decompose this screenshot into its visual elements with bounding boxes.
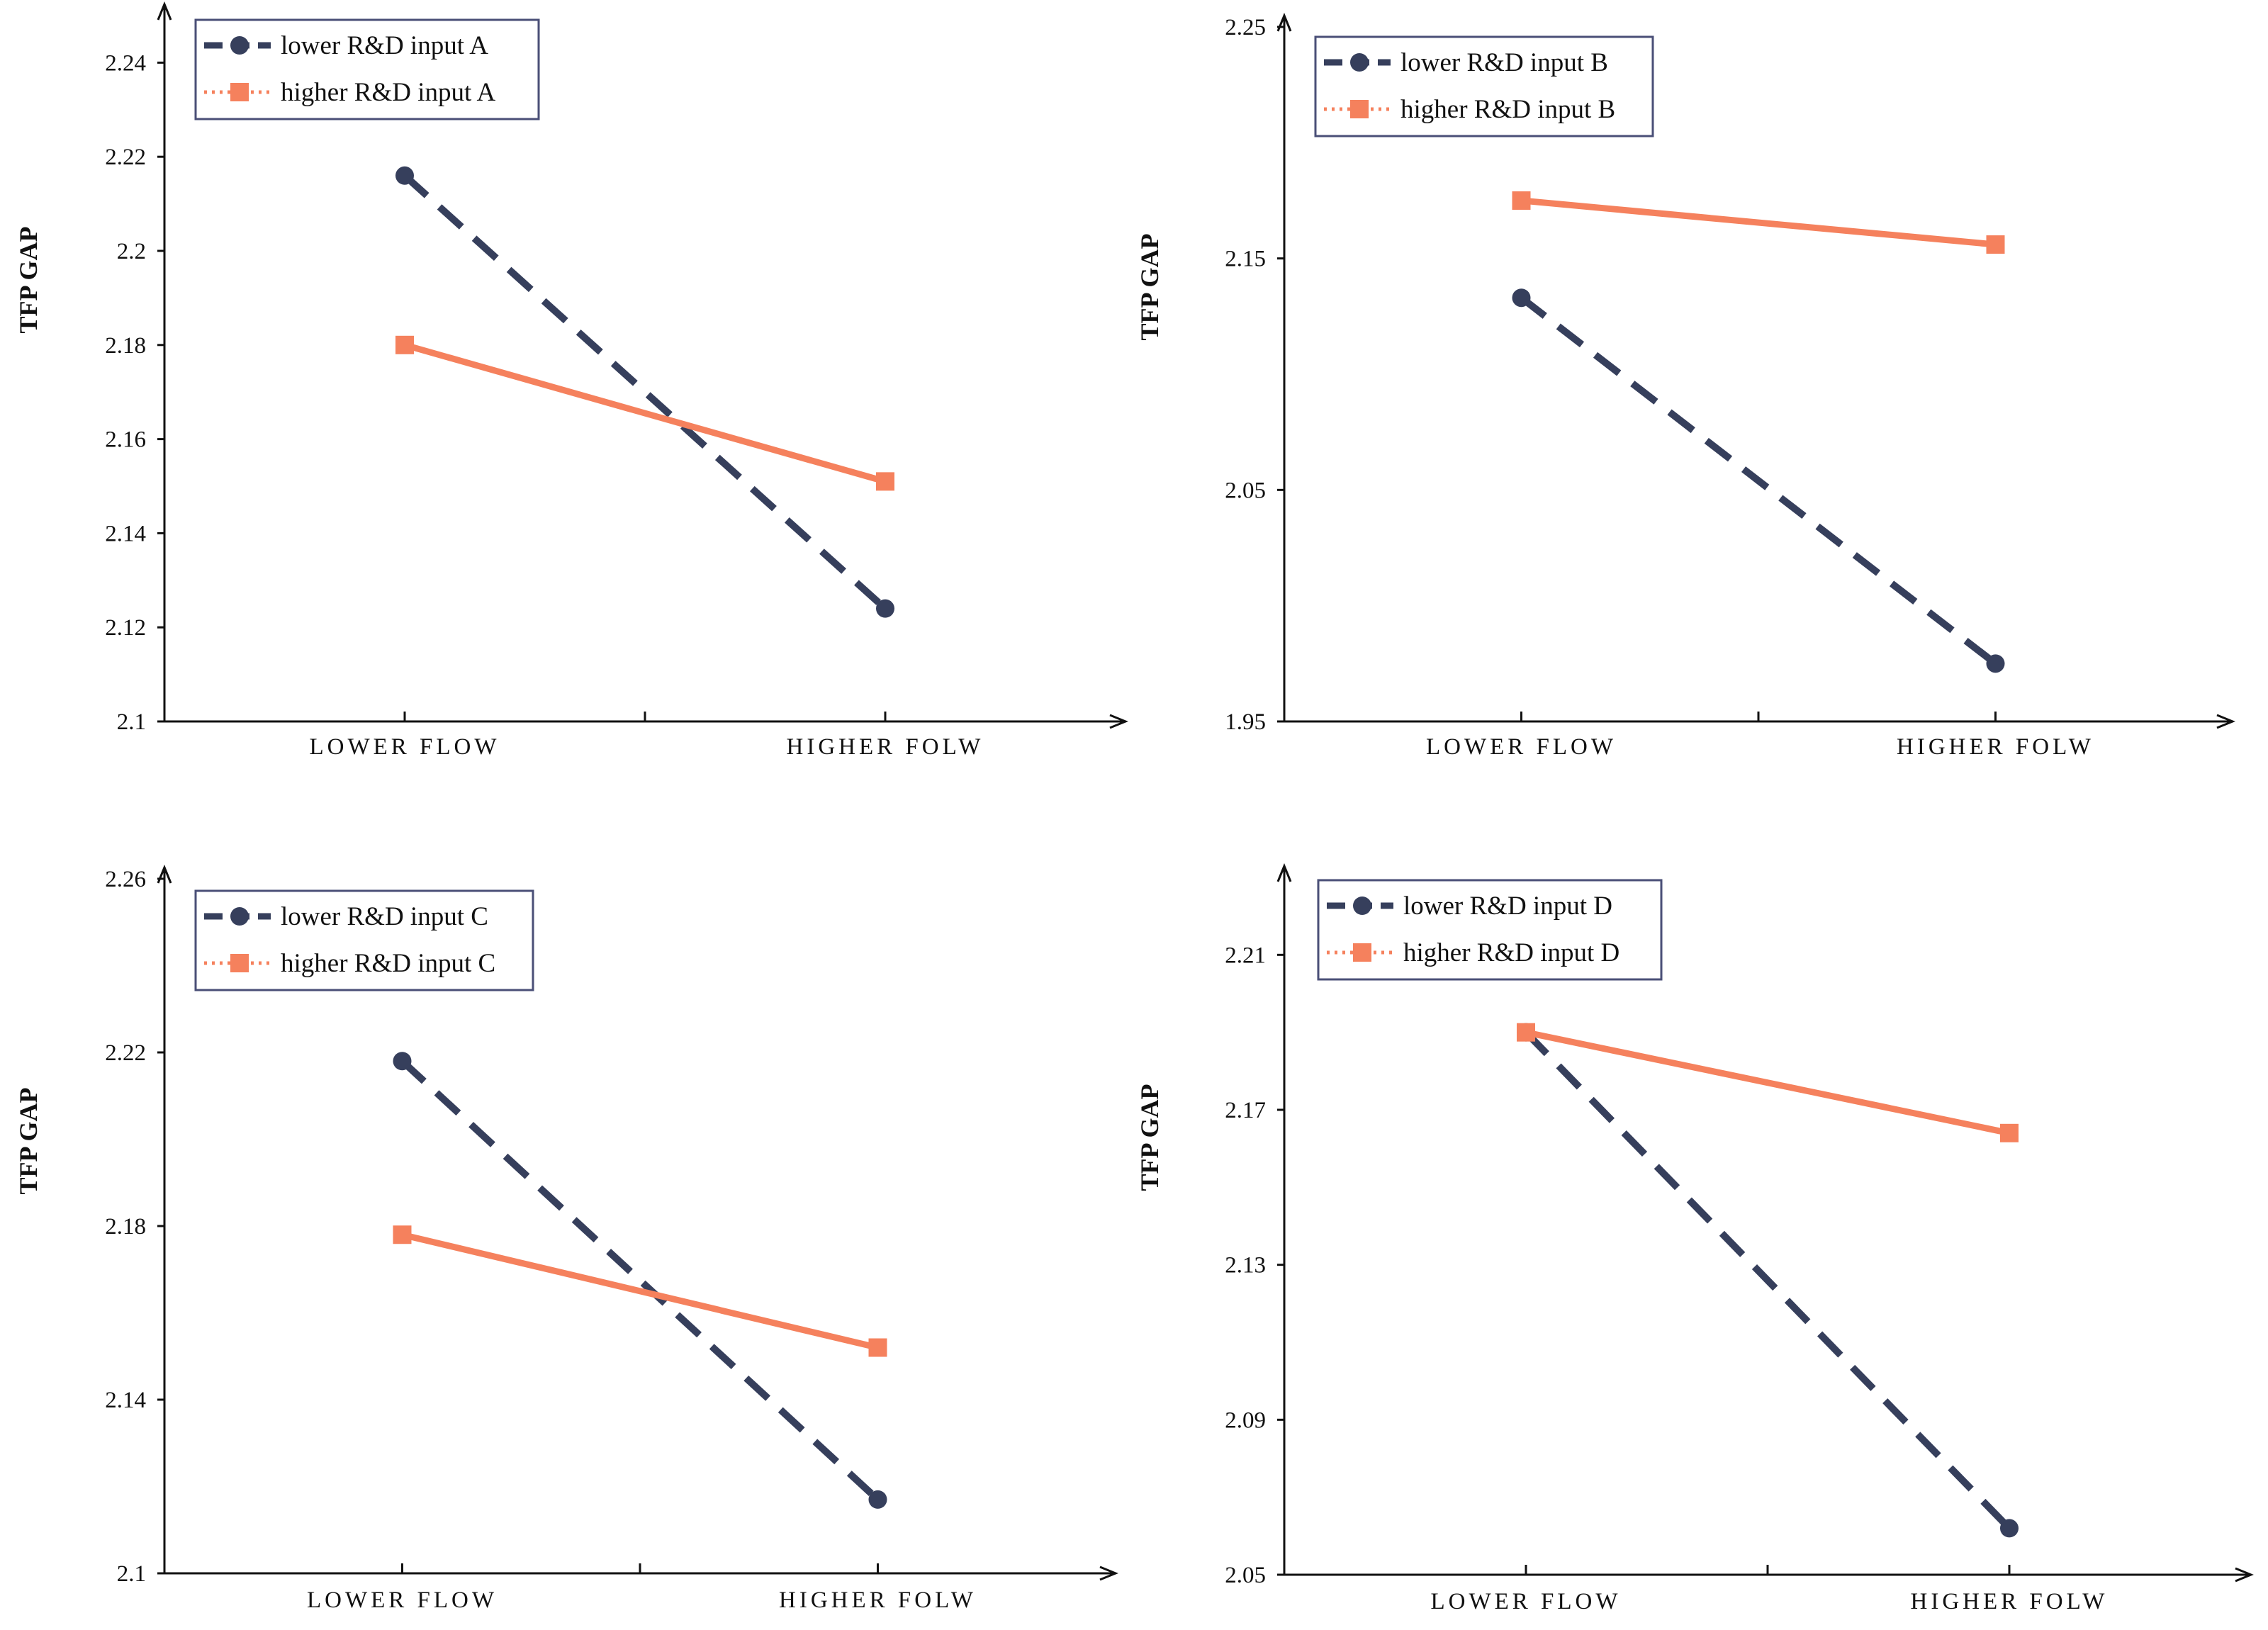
y-tick-label: 2.17 [1225,1098,1266,1123]
y-tick-label: 2.22 [105,145,146,170]
chart-panel-a: LOWER FLOW HIGHER FOLW 2.1 2.12 2.14 2.16 2.18… [14,1,1128,760]
chart-panel-d: LOWER FLOW HIGHER FOLW 2.05 2.09 2.13 2.17 2.2… [1135,863,2254,1614]
data-point-higher [395,335,414,354]
y-tick-label: 2.1 [117,709,146,735]
y-axis-label: TFP GAP [14,1088,43,1195]
y-tick-label: 2.14 [105,521,146,546]
legend-box [1314,35,1654,137]
y-tick-label: 2.1 [117,1561,146,1587]
data-point-lower [393,1052,412,1071]
y-tick-label: 2.09 [1225,1407,1266,1433]
legend-label: higher R&D input C [281,949,495,978]
x-tick-label: HIGHER FOLW [1897,734,2094,760]
series-line-higher [1521,197,1996,248]
y-axis-label: TFP GAP [14,227,43,334]
chart-panel-c: LOWER FLOW HIGHER FOLW 2.1 2.14 2.18 2.22 2.26… [14,865,1118,1613]
y-tick-label: 2.18 [105,333,146,359]
legend-label: lower R&D input A [281,31,488,60]
data-point-lower [1512,288,1531,308]
y-tick-label: 2.05 [1225,1563,1266,1588]
legend-box [194,18,540,120]
y-tick-label: 2.14 [105,1388,146,1413]
y-tick-label: 2.22 [105,1040,146,1066]
series-line-higher [403,342,887,485]
x-axis-arrow [2216,714,2235,729]
x-tick-label: LOWER FLOW [1426,734,1617,760]
series-line-lower [1523,1030,2012,1531]
legend-label: higher R&D input D [1403,938,1619,967]
legend-marker-circle [230,36,249,55]
series-line-higher [401,1231,879,1351]
x-axis-arrow [1109,714,1128,729]
data-point-higher [2000,1123,2019,1142]
data-point-higher [868,1338,887,1357]
y-tick-label: 2.16 [105,427,146,453]
y-tick-label: 2.13 [1225,1253,1266,1278]
series-line-lower [1519,295,1998,667]
data-point-higher [1517,1023,1535,1042]
data-point-lower [876,599,894,618]
y-axis-label: TFP GAP [1135,1084,1164,1191]
legend-box [194,889,534,991]
legend-marker-square [1353,943,1371,962]
legend-label: lower R&D input D [1403,892,1612,921]
y-tick-label: 2.25 [1225,15,1266,40]
legend-label: lower R&D input B [1400,48,1608,77]
y-tick-label: 1.95 [1225,709,1266,735]
data-point-higher [393,1225,412,1244]
x-tick-label: LOWER FLOW [307,1587,498,1613]
x-axis-arrow [2235,1567,2254,1583]
legend-marker-circle [1350,53,1369,72]
y-axis-arrow [1276,863,1292,882]
data-point-higher [1512,191,1531,210]
data-point-lower [868,1490,887,1509]
x-tick-label: HIGHER FOLW [1911,1589,2109,1614]
series-line-lower [402,173,888,612]
legend-box [1317,879,1663,981]
y-tick-label: 2.12 [105,615,146,641]
y-axis-arrow [157,1,172,21]
data-point-lower [395,166,414,185]
data-point-higher [876,472,894,491]
x-tick-label: HIGHER FOLW [779,1587,977,1613]
legend-label: higher R&D input A [281,78,495,107]
legend-label: lower R&D input C [281,902,488,931]
legend-marker-square [1350,100,1369,118]
legend-marker-square [230,83,249,101]
y-tick-label: 2.21 [1225,943,1266,968]
data-point-lower [1986,654,2005,673]
x-tick-label: LOWER FLOW [309,734,500,760]
data-point-lower [2000,1519,2019,1538]
legend-marker-circle [1353,896,1371,915]
y-tick-label: 2.24 [105,50,146,76]
series-line-higher [1525,1029,2010,1137]
x-tick-label: HIGHER FOLW [787,734,984,760]
y-tick-label: 2.18 [105,1214,146,1240]
y-tick-label: 2.15 [1225,247,1266,272]
data-point-higher [1986,235,2005,254]
y-tick-label: 2.05 [1225,478,1266,503]
chart-panel-b: LOWER FLOW HIGHER FOLW 1.95 2.05 2.15 2.25 TFP… [1135,13,2235,760]
series-line-lower [400,1058,880,1502]
legend-label: higher R&D input B [1400,95,1615,124]
x-axis-arrow [1099,1566,1118,1581]
legend-marker-square [230,954,249,972]
y-tick-label: 2.2 [117,239,146,264]
legend-marker-circle [230,907,249,926]
y-axis-label: TFP GAP [1135,234,1164,341]
x-tick-label: LOWER FLOW [1430,1589,1621,1614]
y-tick-label: 2.26 [105,867,146,892]
